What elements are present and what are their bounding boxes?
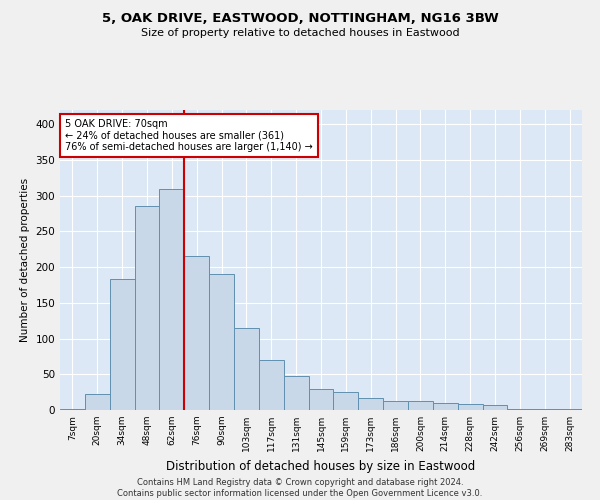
Bar <box>358 398 383 410</box>
Bar <box>134 206 160 410</box>
Bar <box>160 188 184 410</box>
Text: Size of property relative to detached houses in Eastwood: Size of property relative to detached ho… <box>140 28 460 38</box>
Bar <box>433 403 458 410</box>
Bar <box>259 360 284 410</box>
Bar <box>508 408 532 410</box>
Bar <box>334 392 358 410</box>
Bar <box>557 408 582 410</box>
Bar <box>85 394 110 410</box>
Bar <box>408 402 433 410</box>
Text: 5, OAK DRIVE, EASTWOOD, NOTTINGHAM, NG16 3BW: 5, OAK DRIVE, EASTWOOD, NOTTINGHAM, NG16… <box>101 12 499 26</box>
Bar <box>209 274 234 410</box>
Y-axis label: Number of detached properties: Number of detached properties <box>20 178 30 342</box>
Bar <box>234 328 259 410</box>
Bar <box>184 256 209 410</box>
X-axis label: Distribution of detached houses by size in Eastwood: Distribution of detached houses by size … <box>166 460 476 472</box>
Text: Contains HM Land Registry data © Crown copyright and database right 2024.
Contai: Contains HM Land Registry data © Crown c… <box>118 478 482 498</box>
Bar <box>458 404 482 410</box>
Bar <box>284 376 308 410</box>
Bar <box>383 400 408 410</box>
Bar <box>308 388 334 410</box>
Text: 5 OAK DRIVE: 70sqm
← 24% of detached houses are smaller (361)
76% of semi-detach: 5 OAK DRIVE: 70sqm ← 24% of detached hou… <box>65 119 313 152</box>
Bar <box>60 408 85 410</box>
Bar <box>110 280 134 410</box>
Bar <box>482 405 508 410</box>
